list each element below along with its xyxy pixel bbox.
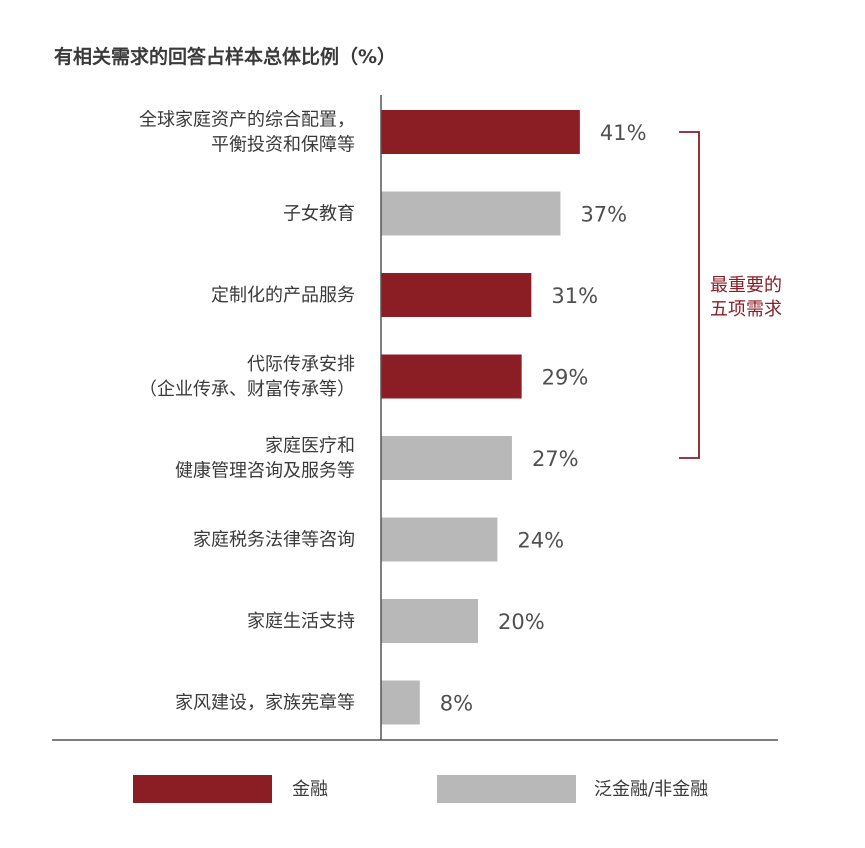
value-label: 20% [498, 610, 545, 634]
category-label: 家风建设，家族宪章等 [175, 693, 355, 714]
category-label: 子女教育 [283, 204, 355, 225]
legend-swatch-nonfinance [437, 775, 576, 803]
category-label: 家庭税务法律等咨询 [193, 530, 355, 551]
annotation-text: 五项需求 [710, 299, 782, 320]
legend: 金融 泛金融/非金融 [133, 775, 708, 803]
annotation-text: 最重要的 [710, 275, 782, 296]
value-label: 24% [517, 529, 564, 553]
category-label: 家庭医疗和 [265, 436, 355, 457]
bars [381, 110, 580, 725]
bar [381, 599, 478, 643]
bracket-line [679, 131, 700, 459]
value-label: 29% [542, 366, 589, 390]
legend-label-nonfinance: 泛金融/非金融 [594, 779, 708, 800]
bar [381, 680, 420, 725]
value-label: 41% [600, 121, 647, 145]
category-label: 代际传承安排 [247, 354, 355, 375]
chart-title: 有相关需求的回答占样本总体比例（%） [54, 45, 396, 68]
category-label: 全球家庭资产的综合配置， [139, 110, 355, 131]
bar [381, 354, 522, 399]
value-label: 37% [580, 203, 627, 227]
category-label: （企业传承、财富传承等） [139, 379, 355, 400]
value-label: 27% [532, 447, 579, 471]
legend-swatch-finance [133, 775, 272, 803]
category-label: 平衡投资和保障等 [211, 135, 355, 156]
category-label: 家庭生活支持 [247, 611, 355, 632]
bar [381, 436, 512, 480]
legend-label-finance: 金融 [292, 779, 328, 800]
bar [381, 110, 580, 154]
bar [381, 273, 532, 317]
value-label: 8% [440, 692, 473, 716]
bar [381, 517, 498, 562]
value-label: 31% [551, 284, 598, 308]
category-label: 定制化的产品服务 [211, 285, 355, 306]
value-labels: 41% 37% 31% 29% 27% 24% 20% 8% [440, 121, 647, 716]
category-label: 健康管理咨询及服务等 [175, 461, 355, 482]
bar [381, 191, 561, 236]
